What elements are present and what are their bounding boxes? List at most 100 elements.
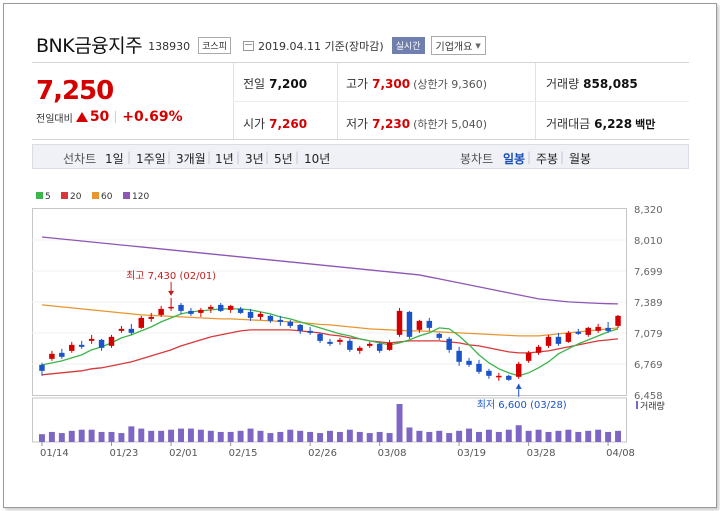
y-tick-label: 7,389 <box>634 298 663 309</box>
volume-bar <box>277 431 284 442</box>
low-label: 저가 <box>346 117 369 131</box>
legend-label-ma20: 20 <box>70 192 82 202</box>
annotation-low: 최저 6,600 (03/28) <box>477 399 567 411</box>
volume-bar <box>118 433 125 442</box>
volume-bar <box>247 428 254 442</box>
volume-bar <box>396 404 403 442</box>
y-tick-label: 8,010 <box>634 236 663 247</box>
candle-body <box>188 310 194 314</box>
volume-bar <box>336 431 343 442</box>
candle-body <box>456 350 462 362</box>
open-label: 시가 <box>243 117 266 131</box>
volume-bar <box>545 431 552 442</box>
volume-bar <box>615 430 622 442</box>
open-value: 7,260 <box>269 117 308 131</box>
candle-body <box>575 331 582 334</box>
legend-swatch-ma20 <box>61 192 68 199</box>
candle-body <box>595 326 601 331</box>
annotation-arrowhead <box>515 383 522 389</box>
candle-body <box>178 304 184 311</box>
volume-bar <box>446 433 453 442</box>
period-5y[interactable]: 5년 <box>274 152 293 166</box>
widget-frame <box>3 3 717 508</box>
realtime-button[interactable]: 실시간 <box>391 37 425 54</box>
volume-bar <box>585 430 592 442</box>
candle-body <box>39 364 45 371</box>
candle-body <box>406 311 413 337</box>
candle-weekly[interactable]: 주봉 <box>536 152 559 166</box>
volume-bar <box>38 434 45 442</box>
candle-body <box>128 328 135 333</box>
volume-bar <box>436 430 443 442</box>
volume-bar <box>207 430 214 442</box>
period-1y[interactable]: 1년 <box>215 152 234 166</box>
legend-label-ma120: 120 <box>132 192 149 202</box>
prev-close-label: 전일 <box>243 77 266 91</box>
volume-bar <box>88 429 95 442</box>
period-3y[interactable]: 3년 <box>245 152 264 166</box>
divider <box>115 111 117 123</box>
volume-bar <box>68 430 75 442</box>
divider: | <box>167 150 172 164</box>
candle-body <box>615 315 621 326</box>
y-tick-label: 7,699 <box>634 267 663 278</box>
volume-bar <box>128 426 135 442</box>
volume-bar <box>376 431 383 442</box>
period-10y[interactable]: 10년 <box>304 152 331 166</box>
price-chart: 8,320 8,010 7,699 7,389 7,079 6,769 6,458 5 20 60… <box>32 182 689 464</box>
candle-body <box>98 339 105 348</box>
candle-body <box>78 344 85 347</box>
divider: | <box>207 150 212 164</box>
quote-panel: 7,250 전일대비 50 +0.69% 전일 7,200 고가 7,300 (상한가… <box>32 62 689 140</box>
ma20-line <box>41 329 619 376</box>
y-tick-label: 8,320 <box>634 205 663 216</box>
candle-chart-label: 봉차트 <box>460 152 494 166</box>
volume-bar <box>317 433 324 442</box>
period-3m[interactable]: 3개월 <box>176 152 206 166</box>
y-tick-label: 6,769 <box>634 360 663 371</box>
annotation-arrowhead <box>168 290 175 296</box>
candle-body <box>257 313 264 317</box>
low-value: 7,230 <box>372 117 411 131</box>
amount-value: 6,228 <box>594 117 633 131</box>
stock-code: 138930 <box>148 40 191 53</box>
prev-close: 전일 7,200 <box>243 75 307 92</box>
volume-bar <box>595 429 602 442</box>
volume-bar <box>287 429 294 442</box>
volume-bar <box>148 430 155 442</box>
volume-bar <box>108 431 115 442</box>
candle-body <box>535 346 542 353</box>
divider: | <box>265 150 270 164</box>
period-1d[interactable]: 1일 <box>105 152 124 166</box>
volume-legend-swatch <box>636 401 638 409</box>
high-label: 고가 <box>346 77 369 91</box>
volume-bar <box>307 431 314 442</box>
volume-bar <box>466 428 473 442</box>
x-tick-label: 03/08 <box>378 448 407 459</box>
candle-body <box>277 319 284 322</box>
y-tick-label: 7,079 <box>634 329 663 340</box>
candle-body <box>347 340 353 350</box>
company-info-dropdown[interactable]: 기업개요 ▼ <box>430 36 486 55</box>
candle-monthly[interactable]: 월봉 <box>569 152 592 166</box>
period-1w[interactable]: 1주일 <box>136 152 166 166</box>
candle-body <box>327 341 333 344</box>
volume-bar <box>168 429 175 442</box>
volume-bar <box>416 430 423 442</box>
divider: | <box>236 150 241 164</box>
volume-bar <box>217 431 224 442</box>
change-label: 전일대비 <box>36 113 73 125</box>
volume-bar <box>476 431 482 442</box>
high-price: 고가 7,300 (상한가 9,360) <box>346 75 487 92</box>
period-tabs: 선차트 1일 | 1주일 | 3개월 | 1년 | 3년 | 5년 | 10년 … <box>32 144 689 169</box>
market-badge: 코스피 <box>198 37 231 54</box>
divider: | <box>527 150 532 164</box>
prev-close-value: 7,200 <box>269 77 308 91</box>
candle-body <box>297 324 303 331</box>
candle-daily[interactable]: 일봉 <box>503 152 526 166</box>
volume-bar <box>495 431 502 442</box>
candle-body <box>247 311 254 318</box>
candle-body <box>237 308 244 313</box>
candle-body <box>118 328 125 331</box>
candle-body <box>307 330 313 333</box>
